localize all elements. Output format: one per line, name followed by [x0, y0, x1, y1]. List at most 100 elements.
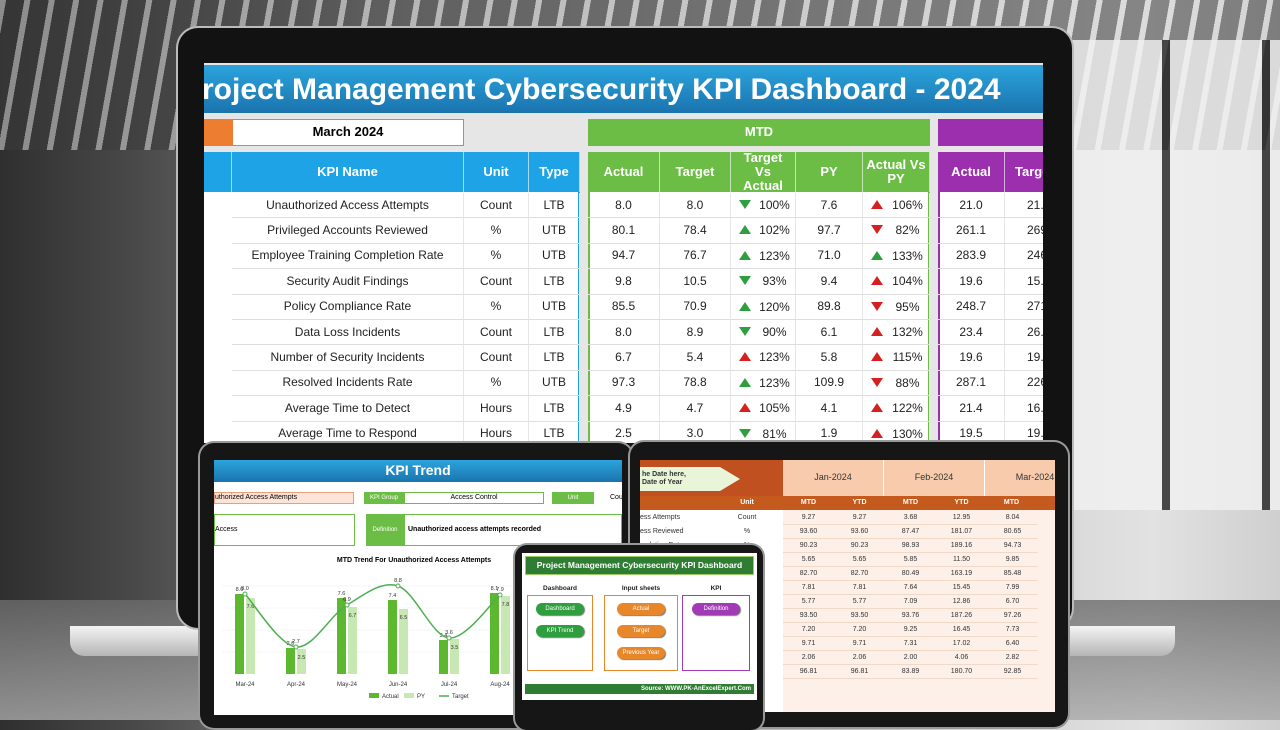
ytd_actual-cell: 283.9 [938, 243, 1005, 270]
kpi-cell: Average Time to Detect [232, 396, 464, 422]
kpi-name: uthorized Access Attempts [214, 492, 354, 504]
unit-cell: Hours [464, 396, 529, 422]
indicator-text: 95% [895, 299, 920, 314]
indicator-cell [863, 421, 930, 443]
trend-chart: Mar-24 8.0 7.6 Apr-24 2.6 2.5 May-24 7.6 6.7 Jun-… [222, 578, 514, 700]
value-cell: 181.07 [936, 525, 987, 539]
column-header: Target [660, 152, 731, 192]
bar [388, 600, 397, 674]
actual-cell: 80.1 [588, 218, 660, 244]
unit-cell: Count [464, 320, 529, 346]
bar [297, 649, 306, 674]
bar [490, 593, 499, 674]
bar [246, 598, 255, 674]
value-cell: 93.50 [834, 609, 885, 623]
row-unit: Count [737, 514, 757, 522]
target-marker [446, 635, 452, 641]
data-label: 8.0 [236, 587, 244, 593]
menu-title: Project Management Cybersecurity KPI Das… [525, 556, 754, 575]
row-unit: % [743, 528, 751, 536]
menu-button[interactable]: Dashboard [536, 603, 584, 615]
column-header: KPI Name [232, 152, 464, 192]
actual-cell: 2.5 [588, 421, 660, 443]
indicator-text: 90% [762, 325, 787, 340]
indicator-cell [731, 269, 796, 295]
actual-cell: 9.8 [588, 269, 660, 295]
x-tick-label: Aug-24 [490, 682, 510, 688]
py-cell: 7.6 [796, 193, 863, 219]
actual-cell: 4.9 [588, 396, 660, 422]
bar [450, 639, 459, 674]
arrow-up [739, 377, 751, 387]
value-cell: 90.23 [783, 539, 834, 553]
value-cell: 7.81 [834, 581, 885, 595]
data-label: 2.7 [292, 639, 300, 645]
type-cell: LTB [529, 345, 580, 371]
data-label: 7.9 [496, 587, 504, 593]
indicator-cell [731, 396, 796, 422]
ytd_actual-cell: 19.6 [938, 345, 1005, 371]
actual-cell: 85.5 [588, 294, 660, 320]
group-title: Dashboard [543, 585, 577, 593]
ytd_target-cell: 21. [1005, 193, 1043, 219]
value-cell: 92.85 [987, 665, 1038, 679]
menu-button[interactable]: Actual [617, 603, 665, 615]
value-cell: 87.47 [885, 525, 936, 539]
value-cell: 9.25 [885, 623, 936, 637]
actual-cell: 8.0 [588, 193, 660, 219]
py-cell: 1.9 [796, 421, 863, 443]
arrow-up [739, 225, 751, 235]
unit-cell: % [464, 294, 529, 320]
indicator-text: 123% [759, 248, 790, 263]
column-header: Unit [464, 152, 529, 192]
arrow-up [739, 301, 751, 311]
value-cell: 7.31 [885, 637, 936, 651]
py-cell: 6.1 [796, 320, 863, 346]
formula: Access [214, 514, 355, 546]
data-label: 3.5 [451, 645, 459, 651]
legend-label: Target [452, 694, 469, 700]
value-cell: 93.60 [834, 525, 885, 539]
arrow-down [739, 428, 751, 438]
arrow-up [739, 250, 751, 260]
indicator-text: 88% [895, 375, 920, 390]
indicator-text: 133% [892, 248, 923, 263]
source-band: Source: WWW.PK-AnExcelExpert.Com [525, 684, 754, 694]
value-cell: 2.82 [987, 651, 1038, 665]
arrow-down [739, 327, 751, 336]
data-label: 8.1 [491, 586, 499, 592]
section-bg [938, 152, 1043, 443]
ytd_target-cell: 269 [1005, 218, 1043, 244]
type-cell: UTB [529, 218, 580, 244]
actual-cell: 97.3 [588, 370, 660, 397]
unit-cell: % [464, 243, 529, 270]
type-cell: LTB [529, 421, 580, 443]
menu-button[interactable]: Definition [692, 603, 740, 615]
label: KPI Group [364, 492, 404, 504]
menu-button[interactable]: Target [617, 625, 665, 637]
arrow-down [739, 200, 751, 209]
indicator-text: 123% [759, 375, 790, 390]
column-header: PY [796, 152, 863, 192]
trend-title: KPI Trend [214, 460, 622, 482]
value-cell: 2.06 [783, 651, 834, 665]
group-box [682, 595, 750, 671]
ytd_actual-cell: 21.4 [938, 396, 1005, 422]
indicator-cell [863, 396, 930, 422]
column-header: Actual [938, 152, 1005, 192]
column-header: Type [529, 152, 580, 192]
menu-button[interactable]: Previous Year [617, 647, 665, 659]
arrow-up [871, 250, 883, 260]
value-cell: 83.89 [885, 665, 936, 679]
menu-button[interactable]: KPI Trend [536, 625, 584, 637]
value-cell: 7.64 [885, 581, 936, 595]
month-selector: March 2024 [232, 119, 464, 146]
bar [286, 648, 295, 674]
target-marker [242, 591, 248, 597]
target-marker [293, 644, 299, 650]
indicator-text: 122% [892, 401, 923, 416]
value-cell: 94.73 [987, 539, 1038, 553]
arrow-up [871, 276, 883, 286]
indicator-cell [863, 320, 930, 346]
x-tick-label: Jun-24 [389, 682, 408, 688]
